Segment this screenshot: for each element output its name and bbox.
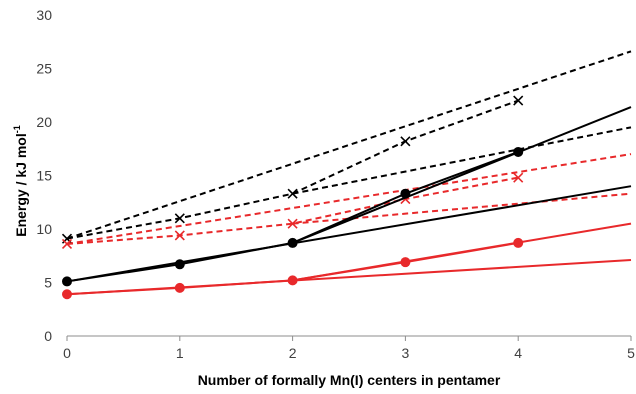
x-tick-label: 5: [627, 345, 635, 361]
series-line: [66, 50, 632, 240]
y-tick-label: 10: [36, 221, 52, 237]
x-axis-title: Number of formally Mn(I) centers in pent…: [198, 372, 501, 388]
y-axis-title: Energy / kJ mol-1: [12, 125, 29, 237]
y-axis-ticks: 0 5 10 15 20 25 30: [36, 7, 52, 344]
x-tick-label: 3: [402, 345, 410, 361]
series-line: [292, 106, 632, 244]
x-tick-label: 1: [176, 345, 184, 361]
data-point-cross: [174, 230, 185, 241]
series-line: [292, 192, 632, 225]
data-point-cross: [174, 213, 185, 224]
series-line: [66, 153, 632, 245]
data-point-cross: [513, 95, 524, 106]
x-tick-label: 4: [514, 345, 522, 361]
data-point-cross: [400, 136, 411, 147]
x-tick-label: 0: [63, 345, 71, 361]
series-line: [66, 241, 519, 296]
y-tick-label: 20: [36, 114, 52, 130]
y-tick-label: 30: [36, 7, 52, 23]
data-point-cross: [513, 172, 524, 183]
x-tick-label: 2: [289, 345, 297, 361]
y-axis-title-superscript: -1: [12, 125, 22, 133]
series-line: [292, 222, 632, 282]
series-line: [66, 259, 632, 296]
series-line: [292, 126, 632, 195]
y-axis-title-text: Energy / kJ mol: [13, 133, 29, 236]
y-tick-label: 0: [44, 328, 52, 344]
y-tick-label: 15: [36, 168, 52, 184]
y-tick-label: 5: [44, 275, 52, 291]
series-layer: [61, 50, 632, 300]
series-line: [66, 99, 519, 240]
y-tick-label: 25: [36, 61, 52, 77]
series-line: [66, 176, 519, 245]
x-axis-ticks: 0 1 2 3 4 5: [63, 336, 635, 361]
series-line: [66, 185, 632, 283]
